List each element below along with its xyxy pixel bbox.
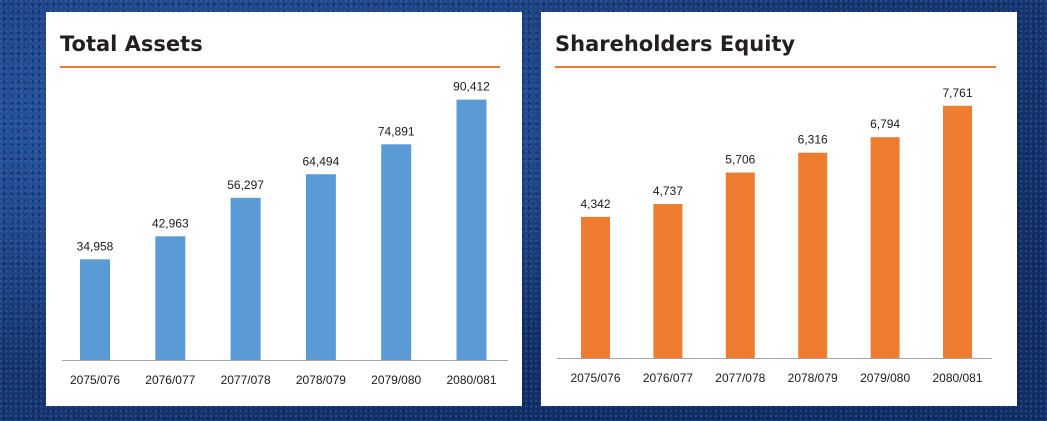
x-tick-label: 2075/076 [570, 371, 620, 385]
x-tick-label: 2075/076 [70, 373, 120, 387]
bar [581, 216, 610, 358]
value-label: 34,958 [77, 239, 114, 253]
bar [870, 137, 900, 358]
total-assets-panel: Total Assets 34,958 2075/076 42,963 2076/07… [46, 12, 522, 406]
x-tick-label: 2080/081 [932, 371, 982, 385]
value-label: 64,494 [303, 154, 340, 168]
title-underline [60, 66, 500, 68]
bar [381, 144, 412, 360]
x-tick-label: 2078/079 [296, 373, 346, 387]
value-label: 6,316 [798, 133, 828, 147]
bar [456, 99, 487, 361]
bar [653, 204, 683, 358]
value-label: 4,737 [653, 184, 683, 198]
x-tick-label: 2079/080 [860, 371, 910, 385]
x-tick-label: 2078/079 [788, 371, 838, 385]
shareholders-equity-panel: Shareholders Equity 4,342 2075/076 4,737 20… [541, 12, 1017, 406]
x-tick-label: 2080/081 [446, 373, 496, 387]
x-tick-label: 2076/077 [643, 371, 693, 385]
bar [798, 152, 828, 358]
x-tick-label: 2079/080 [371, 373, 421, 387]
title-underline [555, 66, 996, 68]
value-label: 4,342 [580, 197, 610, 211]
value-label: 6,794 [870, 117, 900, 131]
bar [943, 105, 972, 358]
bar [725, 172, 755, 358]
value-label: 56,297 [227, 178, 264, 192]
chart-title: Total Assets [60, 32, 203, 56]
x-tick-label: 2076/077 [145, 373, 195, 387]
value-label: 74,891 [378, 124, 415, 138]
x-tick-label: 2077/078 [221, 373, 271, 387]
chart-title: Shareholders Equity [555, 32, 796, 56]
bar [155, 236, 186, 360]
value-label: 42,963 [152, 216, 189, 230]
bar [80, 259, 110, 360]
value-label: 7,761 [942, 86, 972, 100]
x-tick-label: 2077/078 [715, 371, 765, 385]
value-label: 5,706 [725, 153, 755, 167]
value-label: 90,412 [453, 80, 490, 94]
shareholders-equity-bar-chart: 4,342 2075/076 4,737 2076/077 5,706 2077/078 6… [557, 86, 992, 385]
bar [230, 197, 261, 360]
total-assets-bar-chart: 34,958 2075/076 42,963 2076/077 56,297 2077/0… [62, 80, 508, 387]
bar [305, 174, 336, 360]
